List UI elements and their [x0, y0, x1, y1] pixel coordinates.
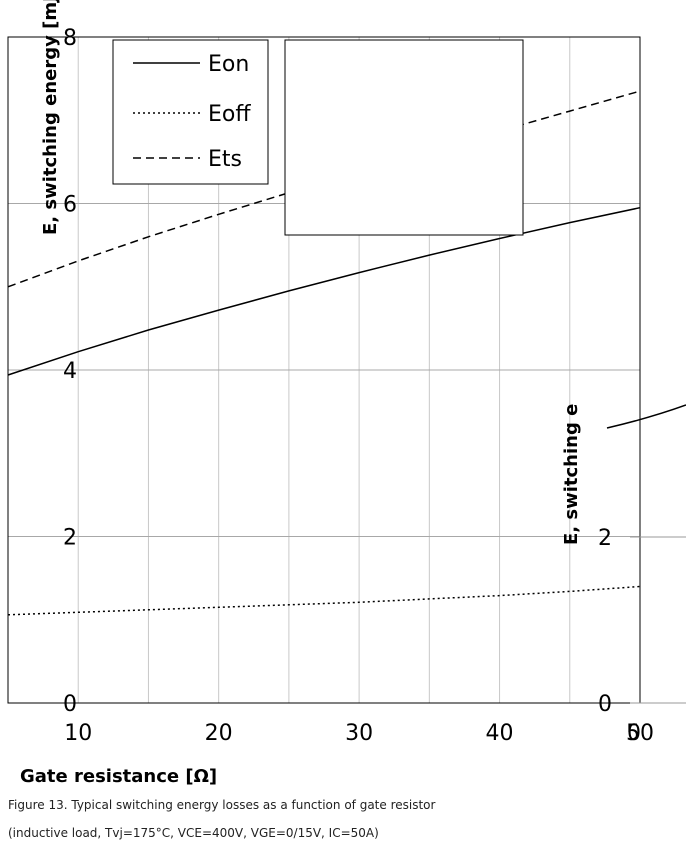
y-tick-label: 2: [63, 526, 77, 551]
x-tick-label: 20: [205, 721, 233, 746]
right-panel-ytick-2: 2: [598, 526, 612, 551]
y-tick-label: 8: [63, 26, 77, 51]
right-panel-ylabel: E, switching e: [561, 404, 582, 545]
y-tick-label: 4: [63, 359, 77, 384]
x-tick-label: 50: [626, 721, 654, 746]
legend-box: [112, 39, 269, 185]
caption-line-1: Figure 13. Typical switching energy loss…: [8, 798, 436, 812]
y-tick-label: 6: [63, 193, 77, 218]
right-panel-ytick-0: 0: [598, 692, 612, 717]
legend: Eon Eoff Ets: [112, 39, 269, 185]
plot-frame: [7, 36, 641, 704]
x-axis-label: Gate resistance [Ω]: [20, 766, 217, 787]
x-tick-label: 30: [345, 721, 373, 746]
legend-label-ets: Ets: [208, 147, 242, 172]
y-tick-label: 0: [63, 692, 77, 717]
right-panel: E, switching e 0 2 0: [561, 404, 686, 746]
y-axis-label: E, switching energy [mJ]: [40, 0, 61, 235]
right-panel-curve: [606, 404, 686, 429]
series-line-eoff: [7, 585, 641, 616]
series-line-eon: [7, 206, 641, 376]
axis-layer: [7, 36, 641, 704]
x-tick-label: 40: [486, 721, 514, 746]
legend-label-eon: Eon: [208, 52, 249, 77]
legend-label-eoff: Eoff: [208, 102, 251, 127]
right-panel-xtick-0: 0: [627, 721, 641, 746]
x-tick-label: 10: [64, 721, 92, 746]
overlay-box: [284, 39, 524, 236]
caption-line-2: (inductive load, Tvj=175°C, VCE=400V, VG…: [8, 826, 379, 840]
